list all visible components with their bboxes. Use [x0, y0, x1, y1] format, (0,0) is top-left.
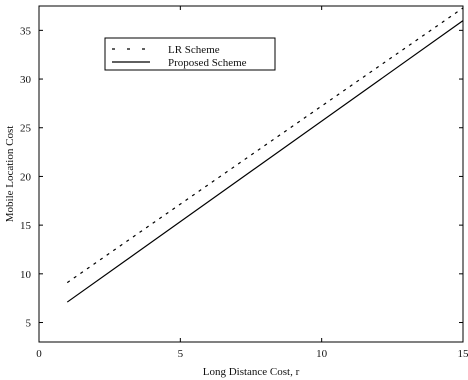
- x-tick-label: 5: [178, 348, 184, 360]
- series-line-proposed-scheme: [66, 20, 464, 303]
- series-line-lr-scheme: [66, 7, 464, 284]
- y-tick-label: 25: [20, 123, 32, 135]
- y-tick-label: 30: [20, 74, 32, 86]
- y-tick-label: 15: [20, 220, 32, 232]
- y-axis-label: Mobile Location Cost: [4, 126, 16, 223]
- y-tick-label: 5: [26, 318, 32, 330]
- x-tick-label: 10: [316, 348, 328, 360]
- x-tick-label: 0: [36, 348, 42, 360]
- y-tick-label: 20: [20, 171, 32, 183]
- legend-label: LR Scheme: [168, 44, 220, 56]
- plot-frame: [38, 5, 464, 343]
- x-tick-label: 15: [458, 348, 468, 360]
- y-tick-label: 10: [20, 269, 32, 281]
- x-axis-label: Long Distance Cost, r: [203, 366, 300, 378]
- y-tick-label: 35: [20, 25, 32, 37]
- legend-label: Proposed Scheme: [168, 57, 247, 69]
- legend-box: [104, 37, 276, 71]
- plot-area: 0 5 10 15 5 10 15 20 25 30 35: [20, 5, 468, 360]
